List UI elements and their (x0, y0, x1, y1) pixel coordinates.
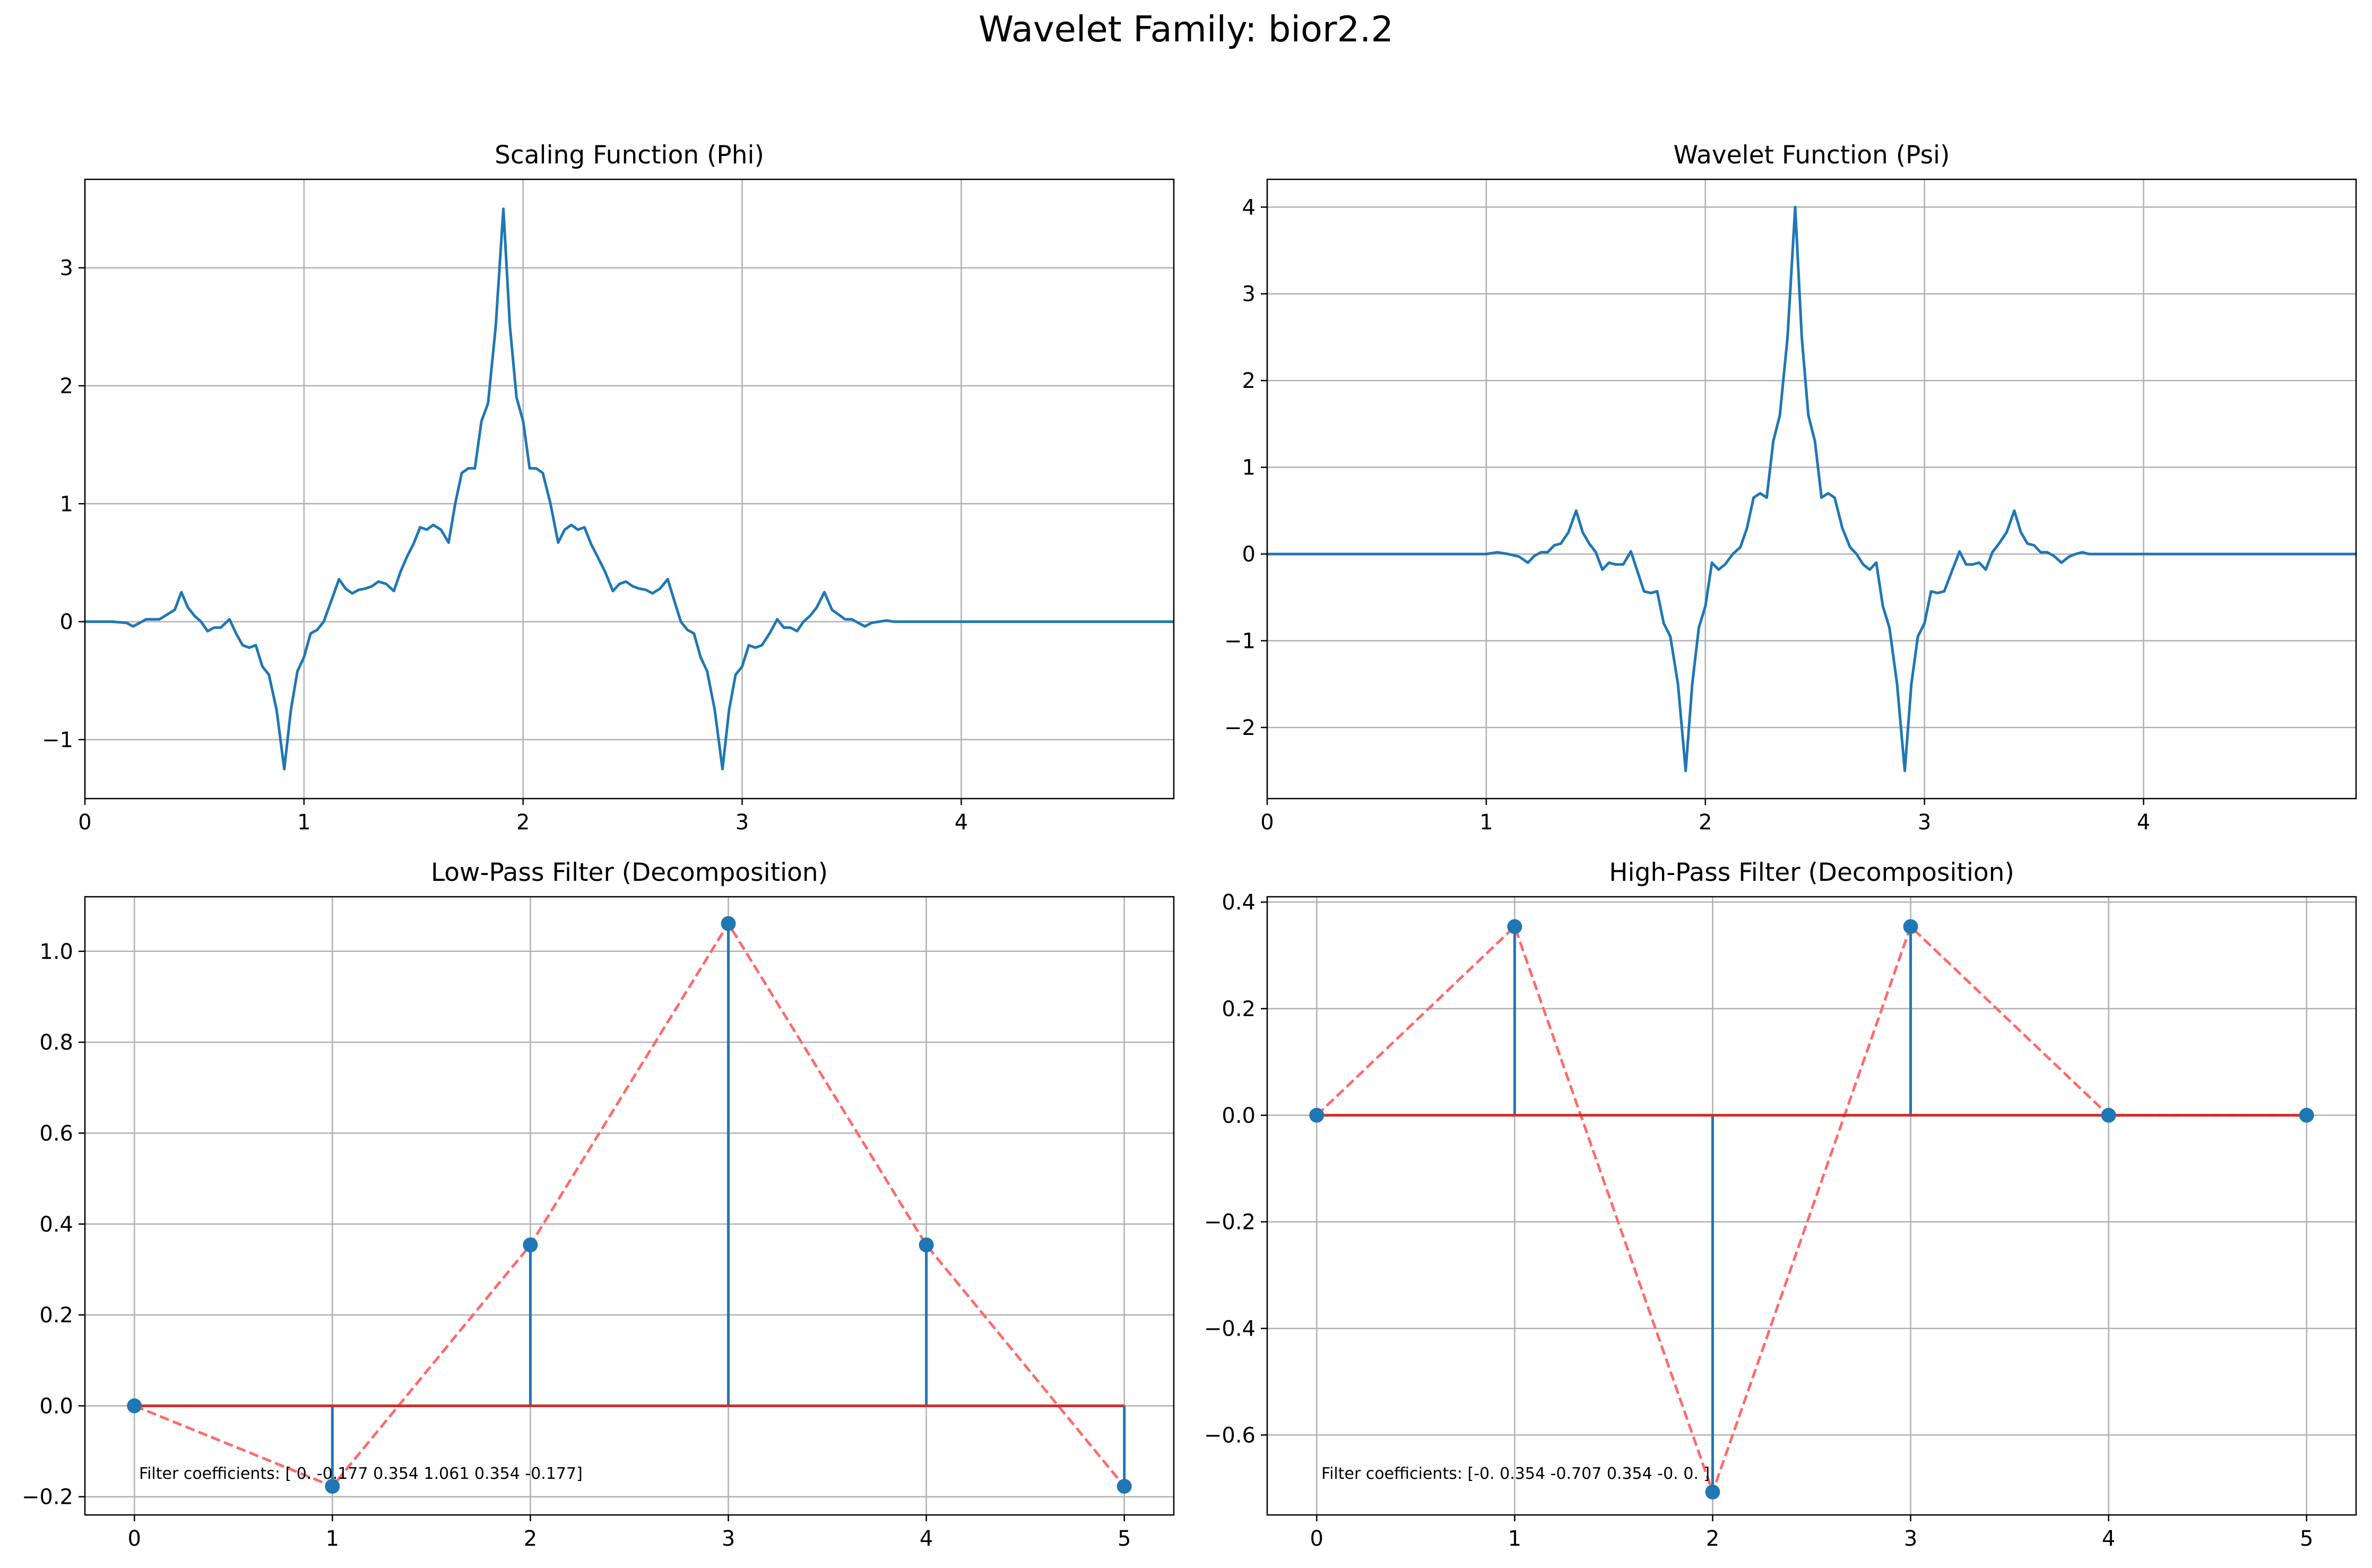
stem-marker (2101, 1107, 2116, 1123)
y-tick-label: −0.2 (1204, 1210, 1256, 1235)
chart-lowpass-filter: 0 1 2 3 4 5 −0.2 0.0 0.2 0.4 0.6 0.8 1.0 Low-Pass Fi… (22, 858, 1175, 1551)
stem-marker (523, 1237, 538, 1253)
x-tick-label: 1 (297, 810, 310, 835)
y-tick-label: 0.4 (1222, 890, 1256, 915)
y-tick-label: 3 (60, 256, 73, 281)
y-tick-label: −1 (42, 728, 73, 752)
y-tick-label: 0.6 (39, 1121, 73, 1146)
chart-scaling-function: 0 1 2 3 4 −1 0 1 2 3 Scaling Function (Phi) (42, 141, 1175, 835)
dashed-connector-line (1315, 924, 2307, 1496)
x-tick-label: 4 (920, 1527, 933, 1551)
y-tick-label: −1 (1224, 629, 1256, 654)
y-tick-label: 0.0 (1222, 1104, 1256, 1128)
y-tick-label: 1 (1242, 456, 1256, 480)
x-tick-label: 2 (524, 1527, 537, 1551)
axes-frame (84, 896, 1175, 1516)
x-tick-label: 3 (735, 810, 749, 835)
x-tick-label: 4 (2102, 1527, 2115, 1551)
x-tick-label: 2 (516, 810, 530, 835)
series-line (85, 207, 1174, 770)
x-tick-label: 0 (128, 1527, 141, 1551)
y-tick-label: 4 (1242, 195, 1256, 220)
stem-marker (919, 1237, 934, 1253)
series-line (1267, 205, 2356, 773)
y-tick-label: 0 (1242, 542, 1256, 567)
chart-title: Low-Pass Filter (Decomposition) (431, 858, 828, 887)
stem-marker (325, 1479, 340, 1494)
x-tick-label: 4 (2137, 810, 2150, 835)
stem-marker (1705, 1484, 1720, 1500)
stem-marker (2299, 1107, 2314, 1123)
figure-suptitle: Wavelet Family: bior2.2 (979, 8, 1393, 50)
y-tick-label: −0.4 (1204, 1316, 1256, 1341)
x-tick-label: 1 (326, 1527, 339, 1551)
x-tick-label: 0 (78, 810, 91, 835)
x-tick-label: 3 (722, 1527, 735, 1551)
y-tick-label: −0.6 (1204, 1423, 1256, 1448)
y-tick-label: 1.0 (39, 940, 73, 964)
x-tick-label: 1 (1479, 810, 1493, 835)
x-tick-label: 5 (1118, 1527, 1131, 1551)
axes-frame (84, 178, 1175, 800)
y-tick-label: 0.4 (39, 1212, 73, 1237)
chart-highpass-filter: 0 1 2 3 4 5 −0.6 −0.4 −0.2 0.0 0.2 0.4 High-Pass Fi… (1204, 858, 2357, 1551)
chart-title: Scaling Function (Phi) (495, 141, 764, 170)
axes-frame (1266, 896, 2357, 1516)
x-tick-label: 5 (2300, 1527, 2313, 1551)
x-tick-label: 4 (955, 810, 968, 835)
x-tick-label: 3 (1904, 1527, 1917, 1551)
chart-wavelet-function: 0 1 2 3 4 −2 −1 0 1 2 3 4 Wavelet Function (Psi) (1224, 141, 2357, 835)
x-tick-label: 3 (1918, 810, 1931, 835)
y-tick-label: 0.2 (1222, 997, 1256, 1021)
axes-frame (1266, 178, 2357, 800)
chart-title: Wavelet Function (Psi) (1674, 141, 1950, 170)
y-tick-label: 0 (60, 610, 73, 635)
filter-coefficients-annotation: Filter coefficients: [-0. 0.354 -0.707 0… (1321, 1465, 1710, 1483)
y-tick-label: 1 (60, 492, 73, 516)
y-tick-label: 0.8 (39, 1030, 73, 1055)
y-tick-label: 2 (60, 374, 73, 399)
y-tick-label: 2 (1242, 369, 1256, 393)
dashed-connector-line (134, 921, 1126, 1488)
stem-marker (1903, 919, 1918, 934)
stem-marker (127, 1398, 142, 1414)
stem-marker (1507, 919, 1522, 934)
y-tick-label: 3 (1242, 282, 1256, 307)
chart-title: High-Pass Filter (Decomposition) (1609, 858, 2014, 887)
x-tick-label: 0 (1310, 1527, 1323, 1551)
x-tick-label: 0 (1260, 810, 1274, 835)
y-tick-label: −0.2 (22, 1485, 73, 1510)
stem-marker (721, 916, 736, 931)
y-tick-label: 0.0 (39, 1394, 73, 1418)
x-tick-label: 2 (1706, 1527, 1719, 1551)
stem-marker (1309, 1107, 1324, 1123)
filter-coefficients-annotation: Filter coefficients: [ 0. -0.177 0.354 1… (139, 1465, 583, 1483)
x-tick-label: 1 (1508, 1527, 1521, 1551)
x-tick-label: 2 (1699, 810, 1712, 835)
y-tick-label: −2 (1224, 716, 1256, 740)
y-tick-label: 0.2 (39, 1303, 73, 1328)
stem-marker (1116, 1479, 1132, 1494)
